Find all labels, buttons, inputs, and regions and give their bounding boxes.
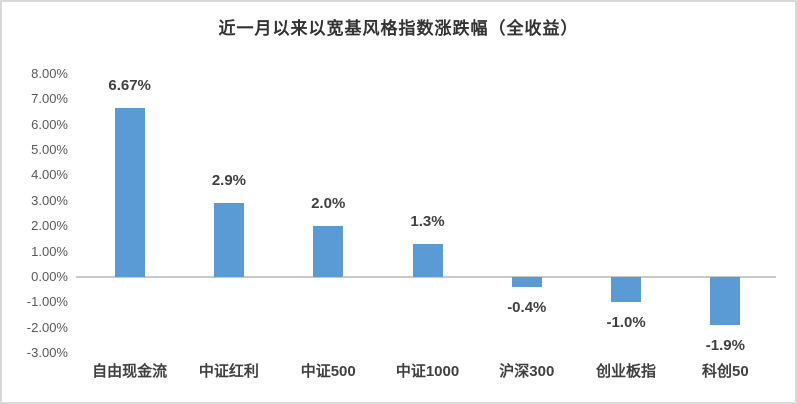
- y-axis-tick-label: 0.00%: [31, 269, 68, 284]
- bar-value-label: 6.67%: [108, 76, 151, 94]
- bar-value-label: -1.0%: [606, 314, 646, 332]
- y-axis-tick-label: 4.00%: [31, 167, 68, 183]
- bar: [710, 277, 741, 326]
- y-axis-tick-label: 7.00%: [31, 91, 68, 107]
- y-axis-tick-label: 8.00%: [31, 65, 68, 81]
- x-axis-zero-line: [76, 276, 776, 278]
- y-axis-tick-label: -2.00%: [26, 319, 68, 335]
- y-axis-tick-label: 2.00%: [31, 218, 68, 234]
- y-axis-tick-label: 1.00%: [31, 243, 68, 259]
- x-axis-category-label: 中证1000: [395, 363, 460, 380]
- y-axis-tick-label: 3.00%: [31, 192, 68, 208]
- y-axis-tick-label: -1.00%: [26, 294, 68, 310]
- bar: [114, 107, 145, 277]
- bar: [313, 226, 344, 277]
- x-axis-category-label: 科创50: [702, 363, 749, 380]
- bar: [611, 277, 642, 303]
- x-axis-category-label: 自由现金流: [92, 363, 168, 380]
- y-axis-tick-label: -3.00%: [26, 345, 68, 361]
- x-axis-category-label: 中证红利: [198, 363, 259, 380]
- chart-title: 近一月以来以宽基风格指数涨跌幅（全收益）: [218, 19, 579, 38]
- bar: [213, 203, 244, 277]
- x-axis-category-label: 创业板指: [596, 363, 657, 380]
- bar-value-label: 2.0%: [311, 195, 346, 213]
- bar: [511, 277, 542, 288]
- bar-value-label: -1.9%: [705, 337, 745, 355]
- x-axis-category-label: 沪深300: [499, 363, 555, 380]
- bar: [412, 243, 443, 277]
- bar-value-label: -0.4%: [507, 299, 547, 317]
- y-axis-tick-label: 6.00%: [31, 116, 68, 132]
- bar-value-label: 1.3%: [410, 212, 445, 230]
- y-axis-tick-label: 5.00%: [31, 142, 68, 157]
- bar-value-label: 2.9%: [211, 172, 247, 190]
- x-axis-category-label: 中证500: [300, 363, 356, 380]
